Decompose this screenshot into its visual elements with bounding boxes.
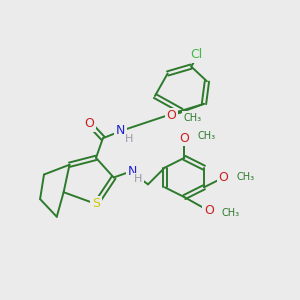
Text: CH₃: CH₃ [222,208,240,218]
Text: N: N [116,124,125,137]
Text: CH₃: CH₃ [183,112,202,123]
Text: Cl: Cl [190,48,202,61]
Text: CH₃: CH₃ [236,172,254,182]
Text: H: H [125,134,134,144]
Text: CH₃: CH₃ [197,131,215,141]
Text: O: O [204,204,214,218]
Text: O: O [167,109,176,122]
Text: S: S [92,197,100,211]
Text: O: O [84,117,94,130]
Text: H: H [134,174,142,184]
Text: O: O [219,171,229,184]
Text: O: O [179,132,189,145]
Text: N: N [128,165,137,178]
